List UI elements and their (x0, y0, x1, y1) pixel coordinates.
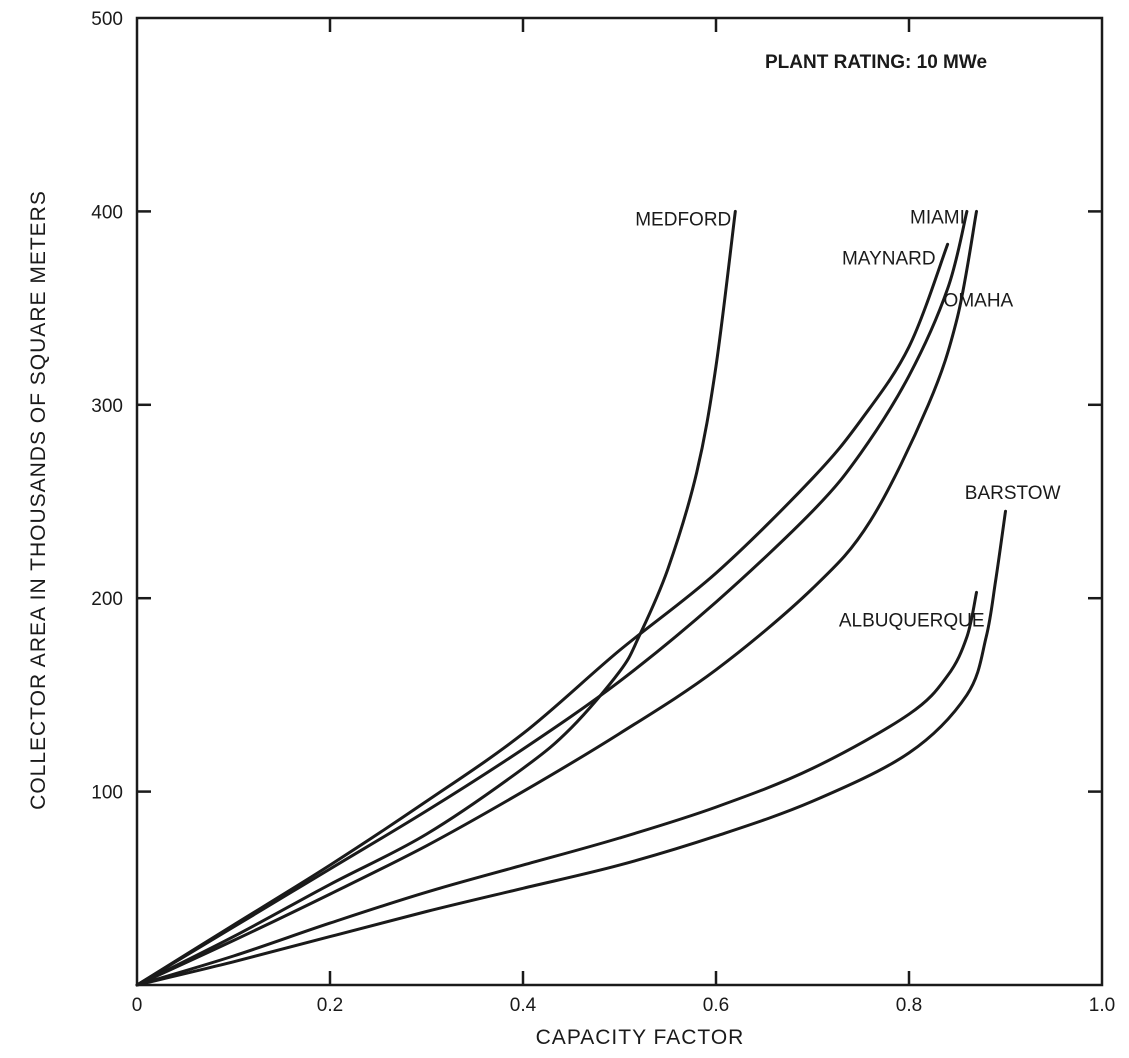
series-line-miami (135, 209, 969, 987)
series-label-albuquerque: ALBUQUERQUE (839, 610, 985, 631)
x-axis-title: CAPACITY FACTOR (536, 1026, 745, 1049)
y-tick-label: 400 (91, 202, 123, 223)
series-lines (135, 209, 1007, 987)
series-line-albuquerque (135, 590, 978, 987)
x-tick-label: 0 (132, 995, 143, 1016)
x-tick-label: 0.2 (317, 995, 343, 1016)
series-line-maynard (135, 242, 950, 987)
axis-tick-labels: 0 0.2 0.4 0.6 0.8 1.0 100 200 300 400 500 (91, 9, 1115, 1016)
x-tick-label: 1.0 (1089, 995, 1115, 1016)
y-tick-label: 100 (91, 783, 123, 804)
series-label-omaha: OMAHA (944, 290, 1014, 311)
y-tick-label: 500 (91, 9, 123, 30)
series-label-miami: MIAMI (910, 207, 965, 228)
plant-rating-annotation: PLANT RATING: 10 MWe (765, 52, 987, 73)
axis-ticks (137, 18, 1102, 985)
series-line-medford (135, 209, 737, 987)
y-tick-label: 200 (91, 589, 123, 610)
series-labels: MEDFORD MIAMI MAYNARD OMAHA ALBUQUERQUE BARST… (635, 207, 1060, 631)
y-tick-label: 300 (91, 396, 123, 417)
series-label-barstow: BARSTOW (965, 483, 1061, 504)
series-line-omaha (135, 209, 978, 987)
series-label-medford: MEDFORD (635, 209, 731, 230)
x-tick-label: 0.4 (510, 995, 537, 1016)
x-tick-label: 0.6 (703, 995, 729, 1016)
y-axis-title: COLLECTOR AREA IN THOUSANDS OF SQUARE ME… (27, 190, 50, 810)
series-line-barstow (135, 509, 1007, 987)
x-tick-label: 0.8 (896, 995, 922, 1016)
plot-frame (135, 16, 1104, 987)
series-label-maynard: MAYNARD (842, 248, 936, 269)
